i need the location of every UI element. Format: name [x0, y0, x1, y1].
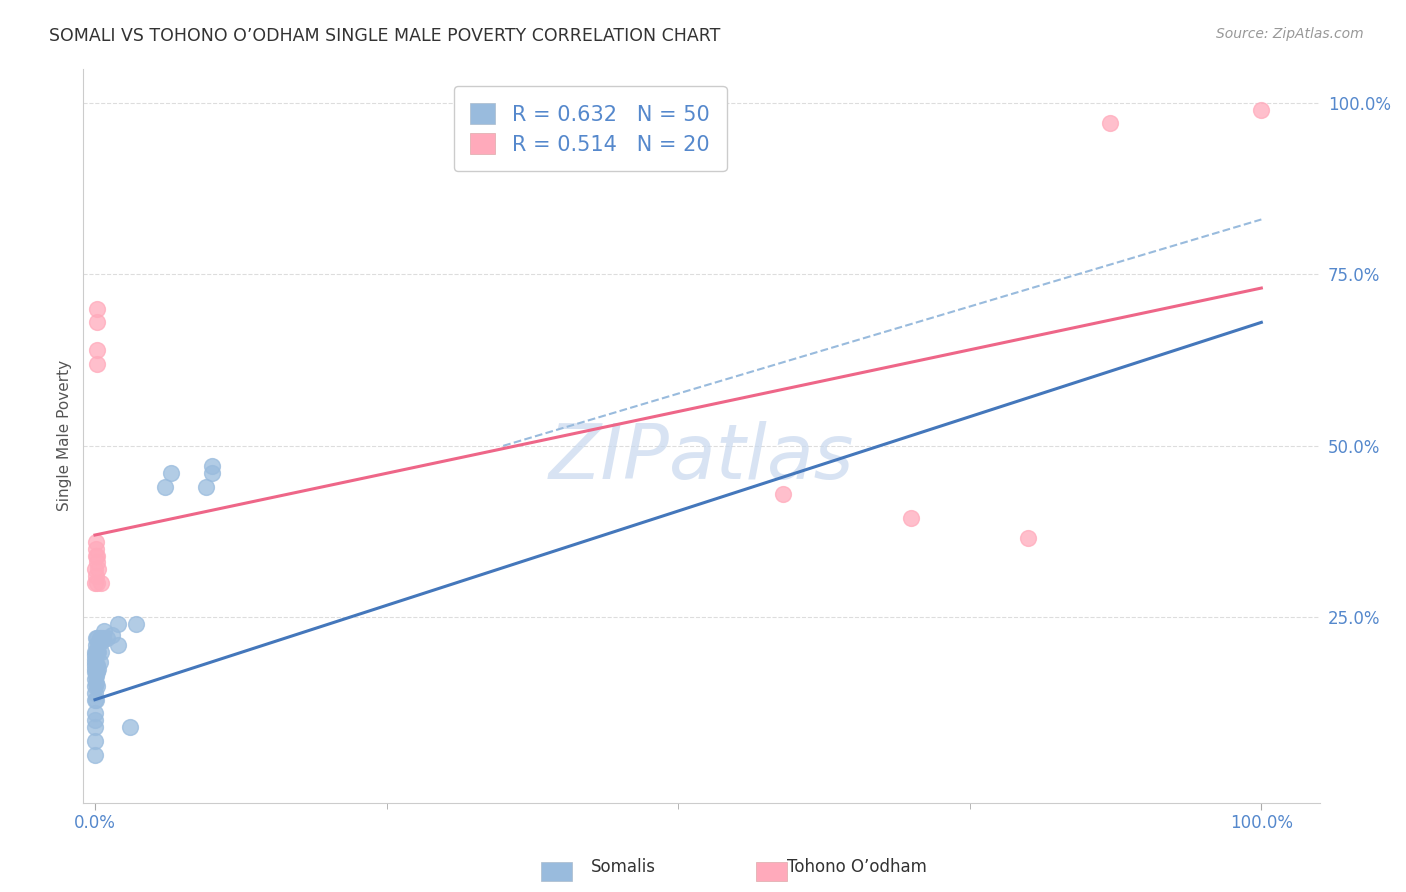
Point: [86, 343, 108, 357]
Point: [96, 631, 118, 645]
Y-axis label: Single Male Poverty: Single Male Poverty: [58, 360, 72, 511]
Point: [84, 668, 107, 682]
Point: [89, 631, 111, 645]
Text: Source: ZipAtlas.com: Source: ZipAtlas.com: [1216, 27, 1364, 41]
Point: [91, 634, 114, 648]
Point: [86, 679, 108, 693]
Point: [84, 549, 107, 563]
Point: [84, 535, 107, 549]
Text: Tohono O’odham: Tohono O’odham: [787, 858, 927, 876]
Point: [84, 665, 107, 680]
Point: [84, 692, 107, 706]
Point: [84, 638, 107, 652]
Point: [86, 556, 108, 570]
Point: [84, 562, 107, 576]
Point: [84, 648, 107, 662]
Point: [86, 665, 108, 680]
Point: [87, 562, 110, 576]
Point: [84, 569, 107, 583]
Point: [84, 734, 107, 748]
Point: [87, 645, 110, 659]
Point: [107, 617, 129, 632]
Point: [90, 645, 112, 659]
Text: Somalis: Somalis: [591, 858, 655, 876]
Point: [84, 720, 107, 734]
Point: [86, 549, 108, 563]
Point: [87, 662, 110, 676]
Point: [84, 645, 107, 659]
Point: [90, 631, 112, 645]
Point: [900, 511, 922, 525]
Point: [84, 686, 107, 700]
Point: [86, 301, 108, 316]
Point: [84, 651, 107, 665]
Point: [84, 655, 107, 669]
Point: [86, 645, 108, 659]
Point: [86, 357, 108, 371]
Point: [153, 480, 176, 494]
Point: [84, 576, 107, 591]
Text: SOMALI VS TOHONO O’ODHAM SINGLE MALE POVERTY CORRELATION CHART: SOMALI VS TOHONO O’ODHAM SINGLE MALE POV…: [49, 27, 721, 45]
Point: [86, 658, 108, 673]
Point: [84, 631, 107, 645]
Point: [89, 655, 111, 669]
Point: [772, 487, 794, 501]
Point: [107, 638, 129, 652]
Point: [118, 720, 141, 734]
Point: [159, 467, 181, 481]
Point: [1098, 116, 1121, 130]
Point: [86, 315, 108, 329]
Point: [84, 747, 107, 762]
Point: [84, 645, 107, 659]
Point: [125, 617, 148, 632]
Point: [90, 576, 112, 591]
Point: [87, 638, 110, 652]
Point: [84, 675, 107, 690]
Legend: R = 0.632   N = 50, R = 0.514   N = 20: R = 0.632 N = 50, R = 0.514 N = 20: [454, 87, 727, 171]
Point: [200, 467, 222, 481]
Point: [84, 541, 107, 556]
Point: [84, 692, 107, 706]
Point: [1017, 532, 1039, 546]
Point: [84, 658, 107, 673]
Point: [84, 658, 107, 673]
Point: [84, 662, 107, 676]
Point: [84, 706, 107, 721]
Point: [86, 631, 108, 645]
Text: ZIPatlas: ZIPatlas: [548, 421, 855, 494]
Point: [1250, 103, 1272, 117]
Point: [91, 631, 114, 645]
Point: [84, 679, 107, 693]
Point: [200, 459, 222, 474]
Point: [84, 713, 107, 727]
Point: [86, 576, 108, 591]
Point: [84, 672, 107, 686]
Point: [101, 627, 124, 641]
Point: [93, 624, 115, 638]
Point: [84, 662, 107, 676]
Point: [194, 480, 217, 494]
